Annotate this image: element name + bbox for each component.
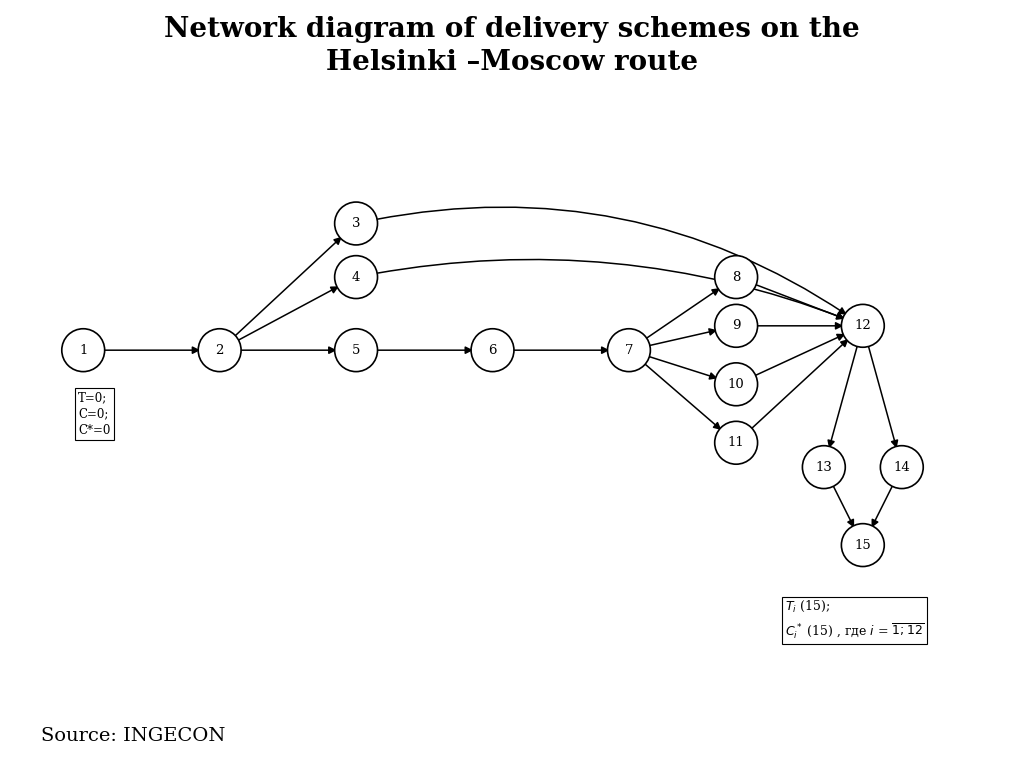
Text: 14: 14 (893, 461, 910, 474)
Circle shape (715, 256, 758, 299)
Text: 2: 2 (215, 344, 224, 356)
Circle shape (715, 362, 758, 406)
Text: 1: 1 (79, 344, 87, 356)
Circle shape (335, 329, 378, 372)
Text: 12: 12 (854, 319, 871, 333)
Circle shape (715, 422, 758, 464)
Text: T=0;
C=0;
C*=0: T=0; C=0; C*=0 (79, 391, 111, 437)
Circle shape (842, 524, 885, 567)
Circle shape (61, 329, 104, 372)
Text: 3: 3 (352, 217, 360, 230)
Text: 11: 11 (728, 436, 744, 449)
Circle shape (471, 329, 514, 372)
Circle shape (881, 445, 924, 488)
Text: 4: 4 (352, 270, 360, 283)
Circle shape (199, 329, 241, 372)
Text: Source: INGECON: Source: INGECON (41, 727, 225, 745)
Circle shape (715, 304, 758, 347)
Title: Network diagram of delivery schemes on the
Helsinki –Moscow route: Network diagram of delivery schemes on t… (164, 16, 860, 76)
Text: 9: 9 (732, 319, 740, 333)
Text: 5: 5 (352, 344, 360, 356)
Circle shape (842, 304, 885, 347)
Text: 7: 7 (625, 344, 633, 356)
Text: $T_i$ (15);
$C_i^*$ (15) , где $i$ = $\overline{1;12}$: $T_i$ (15); $C_i^*$ (15) , где $i$ = $\o… (784, 599, 924, 641)
Circle shape (335, 202, 378, 245)
Circle shape (803, 445, 845, 488)
Circle shape (335, 256, 378, 299)
Text: 15: 15 (854, 538, 871, 551)
Circle shape (607, 329, 650, 372)
Text: 10: 10 (728, 378, 744, 391)
Text: 8: 8 (732, 270, 740, 283)
Text: 6: 6 (488, 344, 497, 356)
Text: 13: 13 (815, 461, 833, 474)
